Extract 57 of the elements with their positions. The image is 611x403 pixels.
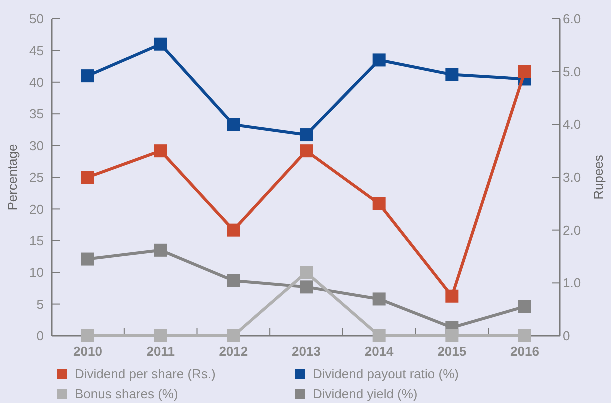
point [518,65,532,78]
point [82,171,94,184]
point [446,330,459,342]
y-axis-title: Percentage [5,144,20,211]
legend-label: Dividend per share (Rs.) [75,366,216,382]
point [300,280,313,294]
x-tick-label: 2016 [510,344,540,359]
y-tick-label: 0 [36,328,44,344]
point [154,144,168,158]
point [372,197,386,210]
y2-tick-label: 0 [563,328,570,344]
y-tick-label: 50 [30,12,44,27]
x-tick-label: 2015 [438,344,467,359]
point [446,68,459,82]
x-tick-label: 2013 [292,344,321,359]
legend-label: Bonus shares (%) [75,386,178,402]
y2-tick-label: 6.0 [563,12,582,27]
y2-tick-label: 1.0 [563,276,582,291]
point [82,252,94,266]
y-tick-label: 45 [30,43,44,58]
y-tick-label: 30 [30,138,44,154]
y-tick-label: 5 [36,296,44,312]
x-tick-label: 2011 [146,344,175,359]
point [300,128,313,142]
y2-tick-label: 4.0 [563,117,582,132]
y-tick-label: 25 [30,170,44,186]
point [300,144,313,158]
point [227,330,240,342]
point [300,266,313,280]
point [518,300,532,314]
point [227,274,240,288]
point [372,330,386,342]
x-tick-label: 2014 [364,344,395,359]
point [372,292,386,306]
y-tick-label: 15 [30,233,44,248]
point [372,54,386,67]
point [154,38,168,51]
point [518,330,532,342]
y-tick-label: 35 [30,106,44,122]
y2-tick-label: 5.0 [563,64,582,80]
legend-label: Dividend payout ratio (%) [313,366,459,382]
point [446,290,459,303]
point [154,244,168,257]
point [227,224,240,237]
point [82,330,94,342]
y2-tick-label: 2.0 [563,222,582,238]
legend-label: Dividend yield (%) [313,386,418,402]
y-tick-label: 10 [30,265,44,280]
point [227,118,240,132]
y-tick-label: 20 [30,202,44,217]
y2-axis-title: Rupees [591,154,606,200]
point [154,330,168,342]
point [82,70,94,83]
x-tick-label: 2012 [219,344,248,359]
y2-tick-label: 3.0 [563,170,582,186]
x-tick-label: 2010 [74,344,102,359]
y-tick-label: 40 [30,74,44,90]
